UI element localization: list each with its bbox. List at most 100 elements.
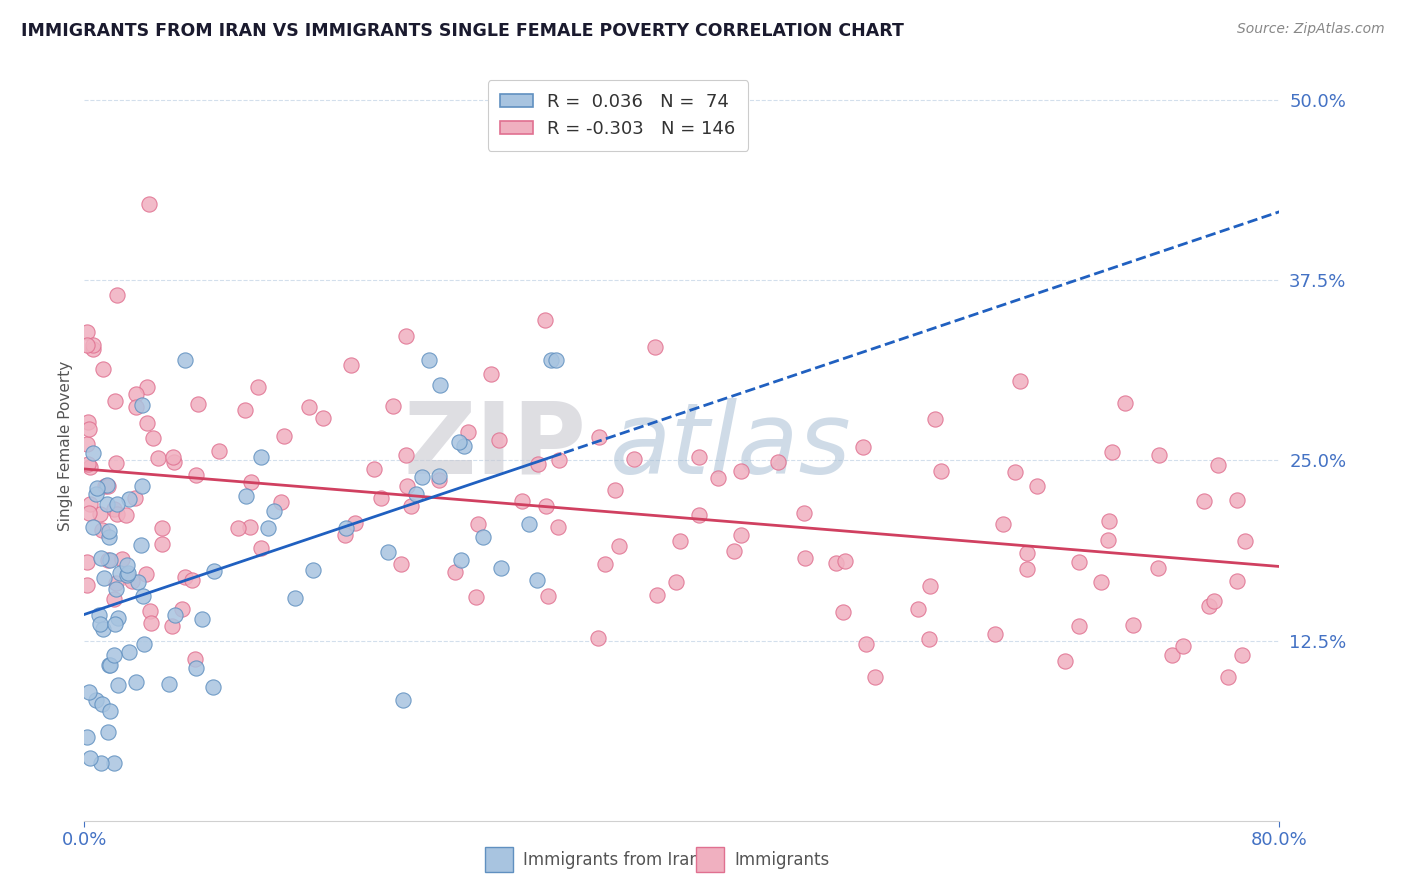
Point — [76, 730, 98, 744]
Point — [479, 367, 502, 381]
Point — [150, 520, 173, 534]
Point — [93, 362, 115, 376]
Point — [103, 648, 125, 663]
Point — [730, 528, 752, 542]
Point — [1098, 514, 1121, 528]
Point — [135, 416, 157, 430]
Point — [93, 571, 115, 585]
Point — [160, 618, 183, 632]
Point — [191, 612, 214, 626]
Point — [90, 698, 112, 712]
Point — [89, 608, 111, 623]
Point — [131, 479, 153, 493]
Point — [297, 400, 319, 414]
Point — [76, 555, 98, 569]
Point — [132, 589, 155, 603]
Point — [852, 440, 875, 454]
Point — [825, 556, 848, 570]
Point — [98, 531, 121, 545]
Point — [335, 521, 357, 535]
Point — [427, 473, 450, 487]
Point — [163, 607, 186, 622]
Point — [96, 497, 118, 511]
Point — [453, 439, 475, 453]
Point — [394, 328, 416, 343]
Point — [111, 552, 134, 566]
Point — [84, 692, 107, 706]
Point — [533, 313, 555, 327]
Point — [240, 475, 263, 489]
Point — [105, 456, 128, 470]
Point — [1067, 555, 1090, 569]
Point — [121, 574, 143, 588]
Point — [1097, 533, 1119, 548]
Point — [82, 520, 104, 534]
Point — [97, 479, 120, 493]
Point — [263, 504, 285, 518]
Point — [257, 521, 280, 535]
Point — [91, 523, 114, 537]
Point — [1122, 618, 1144, 632]
Point — [246, 380, 269, 394]
Point — [90, 550, 112, 565]
Point — [1216, 669, 1239, 683]
Point — [284, 591, 307, 605]
Point — [76, 436, 98, 450]
Point — [79, 751, 101, 765]
Point — [907, 602, 929, 616]
Text: ZIP: ZIP — [404, 398, 586, 494]
Point — [94, 479, 117, 493]
Point — [465, 590, 488, 604]
Point — [1234, 534, 1257, 549]
Point — [792, 506, 814, 520]
Point — [103, 592, 125, 607]
Point — [730, 464, 752, 478]
Point — [834, 553, 856, 567]
Point — [510, 493, 533, 508]
Point — [76, 457, 98, 471]
Point — [104, 575, 127, 590]
Point — [1146, 560, 1168, 574]
Point — [547, 520, 569, 534]
Point — [107, 611, 129, 625]
Point — [208, 443, 231, 458]
Point — [603, 483, 626, 498]
Point — [1149, 448, 1171, 462]
Point — [150, 537, 173, 551]
Point — [491, 560, 513, 574]
Point — [924, 412, 946, 426]
Point — [180, 573, 202, 587]
Point — [98, 524, 121, 539]
Point — [1004, 465, 1026, 479]
Point — [1069, 618, 1091, 632]
Point — [107, 678, 129, 692]
Point — [418, 352, 440, 367]
Point — [124, 491, 146, 505]
Point — [1230, 648, 1253, 662]
Legend: R =  0.036   N =  74, R = -0.303   N = 146: R = 0.036 N = 74, R = -0.303 N = 146 — [488, 80, 748, 151]
Point — [97, 553, 120, 567]
Point — [396, 478, 419, 492]
Point — [146, 450, 169, 465]
Point — [104, 617, 127, 632]
Point — [1161, 648, 1184, 662]
Point — [104, 582, 127, 596]
Y-axis label: Single Female Poverty: Single Female Poverty — [58, 361, 73, 531]
Point — [1114, 396, 1136, 410]
Point — [472, 530, 495, 544]
Point — [136, 380, 159, 394]
Point — [831, 605, 853, 619]
Point — [1101, 445, 1123, 459]
Point — [983, 627, 1005, 641]
Point — [163, 455, 186, 469]
Point — [401, 500, 423, 514]
Point — [588, 430, 610, 444]
Point — [76, 578, 98, 592]
Point — [607, 539, 630, 553]
Point — [79, 497, 101, 511]
Point — [138, 196, 160, 211]
Point — [233, 403, 256, 417]
Point — [405, 487, 427, 501]
Point — [202, 681, 225, 695]
Point — [688, 508, 710, 523]
